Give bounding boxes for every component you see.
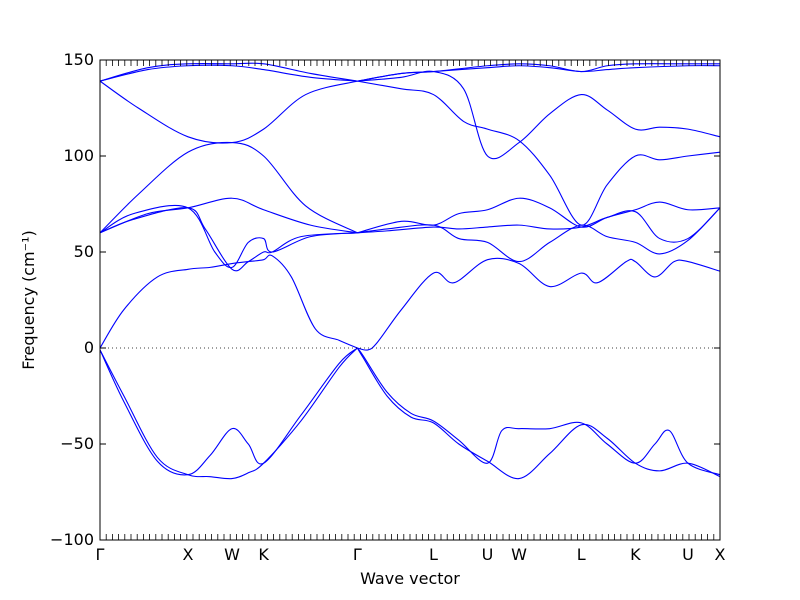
band-line-6 bbox=[99, 204, 358, 269]
y-tick-label: 150 bbox=[63, 50, 94, 69]
band-line-20 bbox=[357, 65, 721, 82]
x-tick-label: U bbox=[482, 545, 494, 564]
x-tick-label: U bbox=[682, 545, 694, 564]
band-line-14 bbox=[357, 207, 721, 243]
x-tick-label: Γ bbox=[96, 545, 105, 564]
band-line-11 bbox=[356, 347, 721, 476]
x-tick-label: K bbox=[258, 545, 269, 564]
x-tick-label: L bbox=[429, 545, 438, 564]
band-line-18 bbox=[357, 70, 721, 160]
band-line-2 bbox=[99, 347, 358, 476]
plot-frame bbox=[99, 59, 721, 541]
band-line-9 bbox=[99, 64, 358, 82]
y-tick-label: −100 bbox=[50, 530, 94, 549]
band-line-13 bbox=[357, 257, 721, 351]
band-line-1 bbox=[99, 347, 358, 480]
y-ticks: −100 −50 0 50 100 150 bbox=[50, 50, 720, 549]
band-line-16 bbox=[357, 197, 721, 234]
y-tick-label: −50 bbox=[60, 434, 94, 453]
x-tick-label: K bbox=[630, 545, 641, 564]
x-tick-label: W bbox=[511, 545, 527, 564]
y-tick-label: 50 bbox=[74, 242, 94, 261]
x-axis-label: Wave vector bbox=[360, 569, 460, 588]
x-tick-label: X bbox=[183, 545, 194, 564]
band-line-12 bbox=[356, 347, 721, 480]
band-line-7 bbox=[99, 141, 358, 234]
x-tick-label: Γ bbox=[353, 545, 362, 564]
y-tick-label: 0 bbox=[84, 338, 94, 357]
y-axis-label: Frequency (cm⁻¹) bbox=[19, 230, 38, 369]
x-tick-label: X bbox=[715, 545, 726, 564]
axes bbox=[99, 59, 721, 541]
band-line-10 bbox=[99, 62, 358, 82]
band-line-3 bbox=[99, 254, 358, 349]
band-line-17 bbox=[357, 80, 721, 226]
band-lines bbox=[99, 62, 721, 480]
x-tick-label: W bbox=[224, 545, 240, 564]
band-line-15 bbox=[357, 207, 721, 263]
band-line-5 bbox=[99, 197, 358, 234]
x-tick-label: L bbox=[577, 545, 586, 564]
y-tick-label: 100 bbox=[63, 146, 94, 165]
band-line-8 bbox=[99, 80, 358, 144]
